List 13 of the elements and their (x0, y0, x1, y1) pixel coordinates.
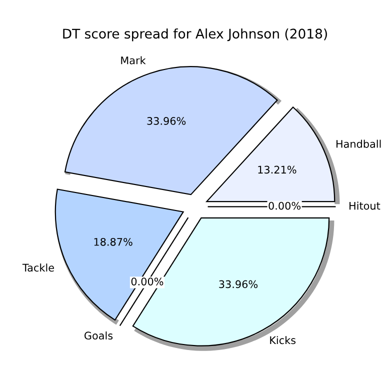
slice-label: Mark (121, 56, 146, 64)
category-label: Hitout (350, 202, 380, 210)
data-label: 13.21% (258, 166, 296, 174)
text: 0.00% (268, 202, 301, 210)
data-label: 33.96% (147, 117, 186, 125)
text: 0.00% (131, 278, 164, 286)
data-label: 33.96% (219, 280, 258, 288)
slice-label: Tackle (22, 264, 54, 272)
slice-label: Handball (336, 140, 381, 148)
category-label: Goals (84, 331, 113, 340)
slice-label: Kicks (270, 336, 296, 344)
data-label: 18.87% (94, 238, 132, 246)
chart-title: DT score spread for Alex Johnson (2018) (63, 28, 327, 42)
